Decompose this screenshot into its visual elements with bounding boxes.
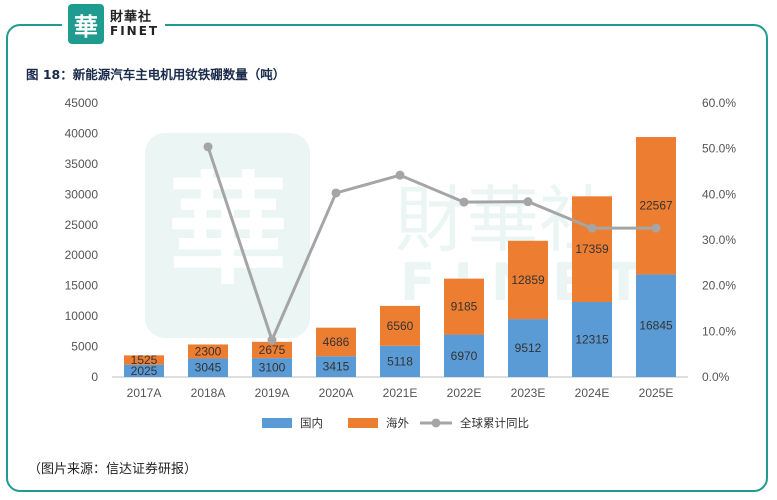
bar-domestic — [572, 302, 612, 377]
logo-cn: 財華社 — [110, 9, 153, 25]
data-label-overseas: 1525 — [131, 353, 158, 367]
x-tick-label: 2018A — [191, 386, 226, 400]
bar-overseas — [380, 305, 420, 346]
data-label-domestic: 3100 — [259, 361, 286, 375]
bar-domestic — [188, 358, 228, 377]
x-tick-label: 2025E — [639, 386, 674, 400]
finet-logo: 華 財華社 FINET — [62, 4, 166, 44]
y2-tick-label: 30.0% — [702, 233, 736, 247]
y-tick-label: 30000 — [65, 187, 99, 201]
data-label-domestic: 5118 — [387, 354, 413, 368]
x-tick-label: 2023E — [511, 386, 546, 400]
bar-overseas — [636, 137, 676, 275]
legend-label-domestic: 国内 — [300, 416, 323, 430]
y2-tick-label: 20.0% — [702, 279, 736, 293]
watermark-seal-mark: 華 — [168, 160, 288, 301]
bar-domestic — [124, 364, 164, 377]
data-label-domestic: 16845 — [639, 319, 673, 333]
bar-overseas — [508, 240, 548, 320]
y-tick-label: 0 — [91, 370, 98, 384]
line-point-yoy — [331, 188, 341, 198]
y2-tick-label: 60.0% — [702, 96, 736, 110]
bar-domestic — [508, 319, 548, 377]
line-point-yoy — [267, 335, 277, 345]
y-tick-label: 40000 — [65, 126, 99, 140]
watermark-seal-icon — [145, 133, 310, 338]
logo-seal-icon: 華 — [68, 4, 104, 44]
line-point-yoy — [203, 142, 213, 152]
x-tick-label: 2020A — [319, 386, 354, 400]
bar-overseas — [124, 355, 164, 365]
x-tick-label: 2022E — [447, 386, 482, 400]
y-tick-label: 5000 — [71, 340, 98, 354]
y-tick-label: 10000 — [65, 309, 99, 323]
x-tick-label: 2021E — [383, 386, 418, 400]
data-label-overseas: 22567 — [639, 199, 673, 213]
y-tick-label: 45000 — [65, 96, 99, 110]
y2-tick-label: 10.0% — [702, 324, 736, 338]
series-line-yoy — [206, 146, 656, 345]
y-tick-label: 25000 — [65, 218, 99, 232]
legend-swatch-overseas — [348, 418, 378, 428]
data-label-overseas: 2675 — [259, 343, 286, 357]
logo-en: FINET — [110, 23, 160, 38]
x-tick-label: 2019A — [255, 386, 290, 400]
legend-marker-yoy — [431, 418, 441, 428]
bar-domestic — [636, 274, 676, 377]
data-label-domestic: 12315 — [575, 333, 609, 347]
line-point-yoy — [459, 197, 469, 207]
data-label-domestic: 9512 — [515, 341, 542, 355]
figure-title: 图 18：新能源汽车主电机用钕铁硼数量（吨） — [26, 67, 286, 82]
data-label-domestic: 6970 — [451, 349, 478, 363]
line-point-yoy — [587, 223, 597, 233]
data-label-domestic: 3415 — [323, 360, 350, 374]
x-tick-label: 2024E — [575, 386, 610, 400]
logo-text: 財華社 FINET — [110, 11, 159, 37]
y2-tick-label: 50.0% — [702, 142, 736, 156]
bar-overseas — [316, 327, 356, 357]
data-label-overseas: 17359 — [575, 242, 609, 256]
bar-domestic — [444, 334, 484, 377]
bar-domestic — [316, 356, 356, 377]
y2-tick-label: 0.0% — [702, 370, 730, 384]
y-tick-label: 20000 — [65, 248, 99, 262]
line-point-yoy — [523, 197, 533, 207]
bar-domestic — [252, 358, 292, 377]
y-tick-label: 35000 — [65, 157, 99, 171]
bar-overseas — [252, 341, 292, 359]
source-note: （图片来源：信达证券研报） — [28, 462, 198, 477]
bar-overseas — [572, 196, 612, 303]
bar-overseas — [188, 344, 228, 359]
bar-domestic — [380, 345, 420, 377]
y2-tick-label: 40.0% — [702, 187, 736, 201]
x-tick-label: 2017A — [127, 386, 162, 400]
data-label-overseas: 2300 — [195, 344, 222, 358]
bar-overseas — [444, 278, 484, 335]
line-point-yoy — [651, 223, 661, 233]
legend-swatch-domestic — [262, 418, 292, 428]
data-label-domestic: 2025 — [131, 364, 158, 378]
line-point-yoy — [395, 170, 405, 180]
data-label-overseas: 4686 — [323, 335, 350, 349]
y-tick-label: 15000 — [65, 279, 99, 293]
data-label-overseas: 6560 — [387, 319, 414, 333]
data-label-domestic: 3045 — [195, 361, 222, 375]
legend-label-yoy: 全球累计同比 — [460, 416, 529, 430]
legend-label-overseas: 海外 — [386, 416, 409, 430]
data-label-overseas: 12859 — [511, 273, 545, 287]
data-label-overseas: 9185 — [451, 300, 478, 314]
